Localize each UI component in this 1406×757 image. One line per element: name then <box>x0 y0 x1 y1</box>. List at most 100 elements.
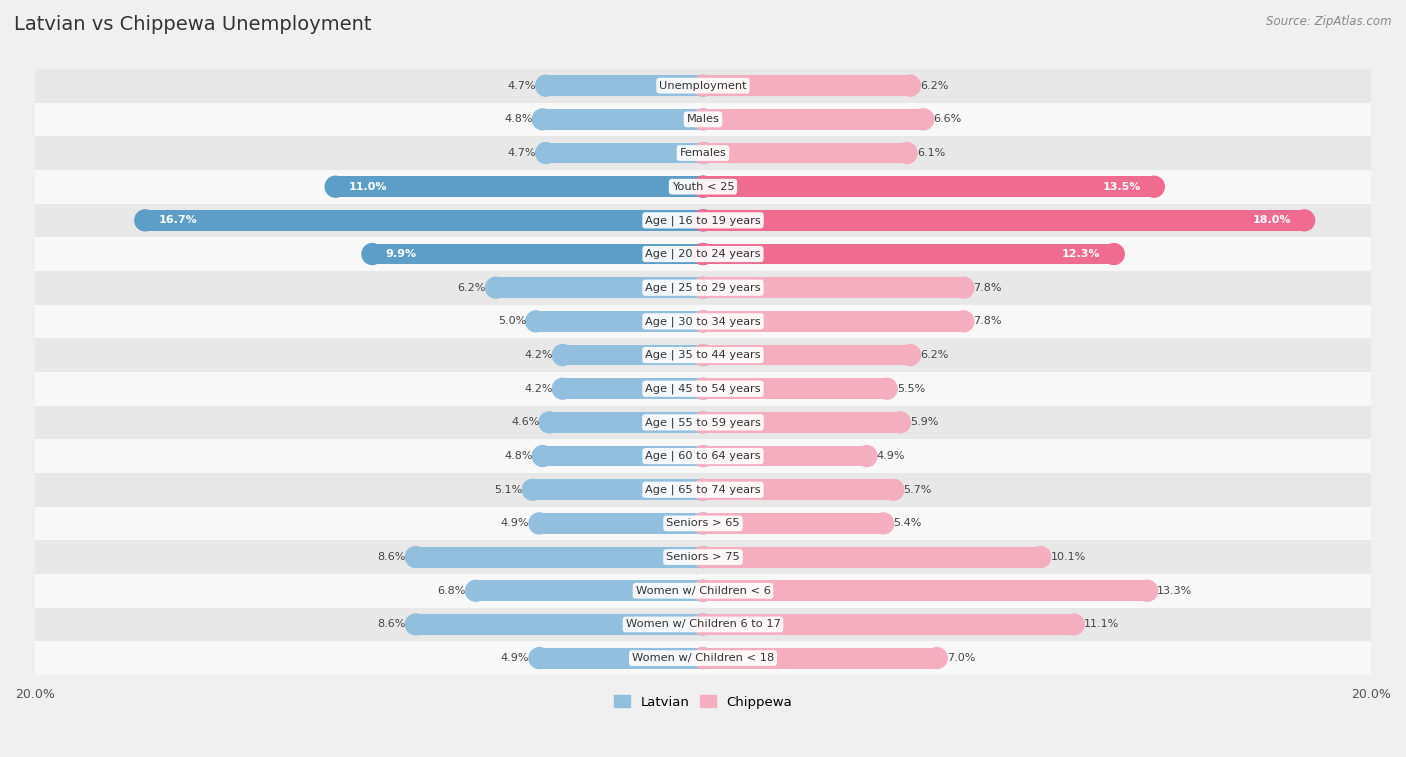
Text: 13.3%: 13.3% <box>1157 586 1192 596</box>
Circle shape <box>538 412 560 433</box>
Text: Age | 45 to 54 years: Age | 45 to 54 years <box>645 384 761 394</box>
Text: 7.0%: 7.0% <box>946 653 976 663</box>
Circle shape <box>693 412 713 433</box>
Circle shape <box>1104 244 1125 264</box>
Text: Age | 20 to 24 years: Age | 20 to 24 years <box>645 249 761 260</box>
Circle shape <box>693 344 713 366</box>
Bar <box>35 102 1371 136</box>
Bar <box>35 204 1371 237</box>
Text: 4.9%: 4.9% <box>501 519 529 528</box>
Circle shape <box>693 412 713 433</box>
Bar <box>562 378 703 399</box>
Circle shape <box>900 344 921 366</box>
Circle shape <box>693 513 713 534</box>
Circle shape <box>693 378 713 399</box>
Text: Age | 25 to 29 years: Age | 25 to 29 years <box>645 282 761 293</box>
Text: 6.8%: 6.8% <box>437 586 465 596</box>
Text: 12.3%: 12.3% <box>1062 249 1101 259</box>
Circle shape <box>529 648 550 668</box>
Circle shape <box>953 311 974 332</box>
Bar <box>703 614 1074 635</box>
Circle shape <box>693 446 713 466</box>
Text: Women w/ Children 6 to 17: Women w/ Children 6 to 17 <box>626 619 780 629</box>
Bar <box>416 614 703 635</box>
Circle shape <box>693 614 713 635</box>
Bar <box>35 608 1371 641</box>
Bar <box>35 372 1371 406</box>
Circle shape <box>693 513 713 534</box>
Circle shape <box>693 479 713 500</box>
Circle shape <box>1143 176 1164 197</box>
Circle shape <box>693 142 713 164</box>
Circle shape <box>1137 581 1157 601</box>
Bar <box>145 210 703 231</box>
Bar <box>546 75 703 96</box>
Bar <box>703 513 883 534</box>
Text: 9.9%: 9.9% <box>385 249 416 259</box>
Text: 4.2%: 4.2% <box>524 384 553 394</box>
Text: Unemployment: Unemployment <box>659 81 747 91</box>
Circle shape <box>693 378 713 399</box>
Text: 6.2%: 6.2% <box>920 350 949 360</box>
Circle shape <box>693 581 713 601</box>
Circle shape <box>361 244 382 264</box>
Circle shape <box>693 614 713 635</box>
Text: 7.8%: 7.8% <box>973 282 1002 293</box>
Circle shape <box>693 176 713 197</box>
Bar <box>35 136 1371 170</box>
Circle shape <box>900 75 921 96</box>
Circle shape <box>1063 614 1084 635</box>
Circle shape <box>526 311 547 332</box>
Circle shape <box>693 210 713 231</box>
Bar <box>35 540 1371 574</box>
Bar <box>703 479 893 500</box>
Circle shape <box>693 210 713 231</box>
Circle shape <box>1294 210 1315 231</box>
Text: 4.7%: 4.7% <box>508 148 536 158</box>
Circle shape <box>405 614 426 635</box>
Text: 4.2%: 4.2% <box>524 350 553 360</box>
Text: Age | 30 to 34 years: Age | 30 to 34 years <box>645 316 761 326</box>
Circle shape <box>533 109 553 129</box>
Circle shape <box>693 648 713 668</box>
Bar <box>35 170 1371 204</box>
Bar <box>703 581 1147 601</box>
Circle shape <box>856 446 877 466</box>
Bar <box>373 244 703 264</box>
Bar <box>533 479 703 500</box>
Bar <box>703 311 963 332</box>
Circle shape <box>536 75 557 96</box>
Circle shape <box>927 648 948 668</box>
Circle shape <box>533 446 553 466</box>
Text: Women w/ Children < 6: Women w/ Children < 6 <box>636 586 770 596</box>
Circle shape <box>876 378 897 399</box>
Text: Age | 65 to 74 years: Age | 65 to 74 years <box>645 484 761 495</box>
Circle shape <box>693 109 713 129</box>
Circle shape <box>325 176 346 197</box>
Bar <box>543 446 703 466</box>
Circle shape <box>553 378 574 399</box>
Circle shape <box>693 648 713 668</box>
Bar <box>543 109 703 129</box>
Text: Age | 55 to 59 years: Age | 55 to 59 years <box>645 417 761 428</box>
Circle shape <box>529 513 550 534</box>
Bar <box>35 338 1371 372</box>
Circle shape <box>693 446 713 466</box>
Text: Source: ZipAtlas.com: Source: ZipAtlas.com <box>1267 15 1392 28</box>
Text: Latvian vs Chippewa Unemployment: Latvian vs Chippewa Unemployment <box>14 15 371 34</box>
Bar <box>35 641 1371 675</box>
Bar <box>540 648 703 668</box>
Text: 11.0%: 11.0% <box>349 182 388 192</box>
Bar <box>703 75 910 96</box>
Bar <box>703 176 1154 197</box>
Circle shape <box>693 75 713 96</box>
Bar <box>540 513 703 534</box>
Circle shape <box>897 142 917 164</box>
Bar <box>703 109 924 129</box>
Circle shape <box>693 344 713 366</box>
Bar <box>546 142 703 164</box>
Text: 6.1%: 6.1% <box>917 148 945 158</box>
Text: Age | 16 to 19 years: Age | 16 to 19 years <box>645 215 761 226</box>
Bar <box>550 412 703 433</box>
Bar <box>35 304 1371 338</box>
